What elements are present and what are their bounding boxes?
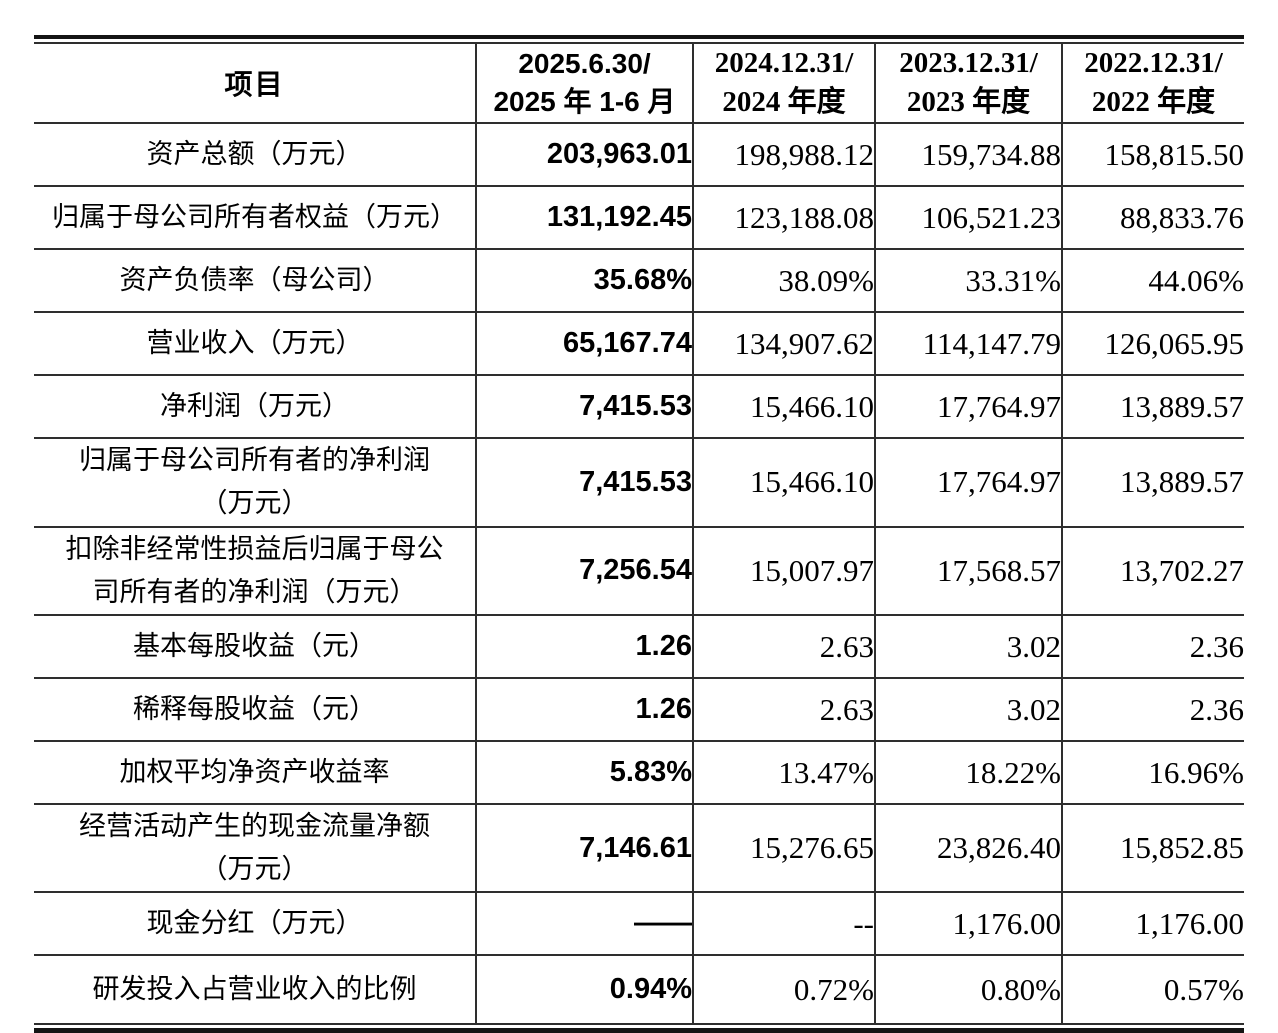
row-label: 研发投入占营业收入的比例 bbox=[34, 954, 476, 1025]
cell-value-current: —— bbox=[475, 891, 693, 956]
bottom-double-rule bbox=[34, 1028, 1244, 1033]
cell-value-2022: 13,889.57 bbox=[1061, 374, 1244, 439]
table-row-parent-net-profit: 归属于母公司所有者的净利润 （万元） 7,415.53 15,466.10 17… bbox=[34, 437, 1244, 527]
table-row-operating-cash-flow: 经营活动产生的现金流量净额 （万元） 7,146.61 15,276.65 23… bbox=[34, 803, 1244, 893]
column-header-2023: 2023.12.31/ 2023 年度 bbox=[874, 43, 1062, 124]
table-row-debt-ratio: 资产负债率（母公司） 35.68% 38.09% 33.31% 44.06% bbox=[34, 248, 1244, 313]
cell-value-2023: 17,568.57 bbox=[874, 525, 1062, 616]
table-row-cash-dividend: 现金分红（万元） —— -- 1,176.00 1,176.00 bbox=[34, 891, 1244, 956]
financial-summary-table: 项目 2025.6.30/ 2025 年 1-6 月 2024.12.31/ 2… bbox=[34, 35, 1244, 1033]
row-label: 稀释每股收益（元） bbox=[34, 677, 476, 742]
table-row-rd-ratio: 研发投入占营业收入的比例 0.94% 0.72% 0.80% 0.57% bbox=[34, 954, 1244, 1025]
cell-value-2022: 88,833.76 bbox=[1061, 185, 1244, 250]
column-header-2024: 2024.12.31/ 2024 年度 bbox=[692, 43, 875, 124]
row-label: 加权平均净资产收益率 bbox=[34, 740, 476, 805]
cell-value-current: 7,256.54 bbox=[475, 525, 693, 616]
table-row-total-assets: 资产总额（万元） 203,963.01 198,988.12 159,734.8… bbox=[34, 122, 1244, 187]
table-row-net-profit: 净利润（万元） 7,415.53 15,466.10 17,764.97 13,… bbox=[34, 374, 1244, 439]
cell-value-2023: 18.22% bbox=[874, 740, 1062, 805]
cell-value-2023: 23,826.40 bbox=[874, 803, 1062, 893]
cell-value-2023: 33.31% bbox=[874, 248, 1062, 313]
row-label: 归属于母公司所有者的净利润 （万元） bbox=[34, 437, 476, 527]
cell-value-current: 35.68% bbox=[475, 248, 693, 313]
cell-value-current: 65,167.74 bbox=[475, 311, 693, 376]
cell-value-2022: 13,702.27 bbox=[1061, 525, 1244, 616]
row-label: 基本每股收益（元） bbox=[34, 614, 476, 679]
cell-value-2024: 15,007.97 bbox=[692, 525, 875, 616]
row-label: 归属于母公司所有者权益（万元） bbox=[34, 185, 476, 250]
top-double-rule bbox=[34, 35, 1244, 39]
cell-value-2023: 106,521.23 bbox=[874, 185, 1062, 250]
cell-value-2022: 126,065.95 bbox=[1061, 311, 1244, 376]
cell-value-2023: 3.02 bbox=[874, 677, 1062, 742]
cell-value-2024: -- bbox=[692, 891, 875, 956]
cell-value-2022: 15,852.85 bbox=[1061, 803, 1244, 893]
table-row-weighted-roe: 加权平均净资产收益率 5.83% 13.47% 18.22% 16.96% bbox=[34, 740, 1244, 805]
cell-value-2022: 1,176.00 bbox=[1061, 891, 1244, 956]
cell-value-2024: 13.47% bbox=[692, 740, 875, 805]
row-label: 资产负债率（母公司） bbox=[34, 248, 476, 313]
cell-value-2023: 0.80% bbox=[874, 954, 1062, 1025]
cell-value-2024: 15,276.65 bbox=[692, 803, 875, 893]
cell-value-2023: 159,734.88 bbox=[874, 122, 1062, 187]
cell-value-2024: 0.72% bbox=[692, 954, 875, 1025]
table-row-basic-eps: 基本每股收益（元） 1.26 2.63 3.02 2.36 bbox=[34, 614, 1244, 679]
cell-value-current: 0.94% bbox=[475, 954, 693, 1025]
table-row-deducted-net-profit: 扣除非经常性损益后归属于母公 司所有者的净利润（万元） 7,256.54 15,… bbox=[34, 525, 1244, 616]
cell-value-2022: 158,815.50 bbox=[1061, 122, 1244, 187]
cell-value-2023: 3.02 bbox=[874, 614, 1062, 679]
cell-value-current: 7,415.53 bbox=[475, 437, 693, 527]
table-row-diluted-eps: 稀释每股收益（元） 1.26 2.63 3.02 2.36 bbox=[34, 677, 1244, 742]
row-label: 现金分红（万元） bbox=[34, 891, 476, 956]
cell-value-2024: 123,188.08 bbox=[692, 185, 875, 250]
cell-value-2024: 15,466.10 bbox=[692, 374, 875, 439]
cell-value-2022: 2.36 bbox=[1061, 614, 1244, 679]
cell-value-2022: 16.96% bbox=[1061, 740, 1244, 805]
cell-value-current: 131,192.45 bbox=[475, 185, 693, 250]
cell-value-2023: 17,764.97 bbox=[874, 374, 1062, 439]
row-label: 营业收入（万元） bbox=[34, 311, 476, 376]
cell-value-2024: 134,907.62 bbox=[692, 311, 875, 376]
cell-value-current: 203,963.01 bbox=[475, 122, 693, 187]
cell-value-current: 1.26 bbox=[475, 614, 693, 679]
cell-value-2023: 114,147.79 bbox=[874, 311, 1062, 376]
cell-value-2022: 2.36 bbox=[1061, 677, 1244, 742]
row-label: 资产总额（万元） bbox=[34, 122, 476, 187]
cell-value-2024: 2.63 bbox=[692, 614, 875, 679]
cell-value-2023: 1,176.00 bbox=[874, 891, 1062, 956]
cell-value-2024: 198,988.12 bbox=[692, 122, 875, 187]
cell-value-current: 7,415.53 bbox=[475, 374, 693, 439]
cell-value-current: 7,146.61 bbox=[475, 803, 693, 893]
column-header-item: 项目 bbox=[224, 70, 285, 102]
cell-value-2022: 44.06% bbox=[1061, 248, 1244, 313]
row-label: 经营活动产生的现金流量净额 （万元） bbox=[34, 803, 476, 893]
cell-value-2024: 38.09% bbox=[692, 248, 875, 313]
column-header-2022: 2022.12.31/ 2022 年度 bbox=[1061, 43, 1244, 124]
table-row-revenue: 营业收入（万元） 65,167.74 134,907.62 114,147.79… bbox=[34, 311, 1244, 376]
column-header-2025h1: 2025.6.30/ 2025 年 1-6 月 bbox=[475, 43, 693, 124]
financial-table: 项目 2025.6.30/ 2025 年 1-6 月 2024.12.31/ 2… bbox=[34, 42, 1244, 1026]
table-row-parent-equity: 归属于母公司所有者权益（万元） 131,192.45 123,188.08 10… bbox=[34, 185, 1244, 250]
cell-value-current: 1.26 bbox=[475, 677, 693, 742]
header-row: 项目 2025.6.30/ 2025 年 1-6 月 2024.12.31/ 2… bbox=[34, 43, 1244, 124]
cell-value-2022: 13,889.57 bbox=[1061, 437, 1244, 527]
row-label: 扣除非经常性损益后归属于母公 司所有者的净利润（万元） bbox=[34, 525, 476, 616]
cell-value-2022: 0.57% bbox=[1061, 954, 1244, 1025]
row-label: 净利润（万元） bbox=[34, 374, 476, 439]
cell-value-current: 5.83% bbox=[475, 740, 693, 805]
cell-value-2023: 17,764.97 bbox=[874, 437, 1062, 527]
cell-value-2024: 2.63 bbox=[692, 677, 875, 742]
cell-value-2024: 15,466.10 bbox=[692, 437, 875, 527]
